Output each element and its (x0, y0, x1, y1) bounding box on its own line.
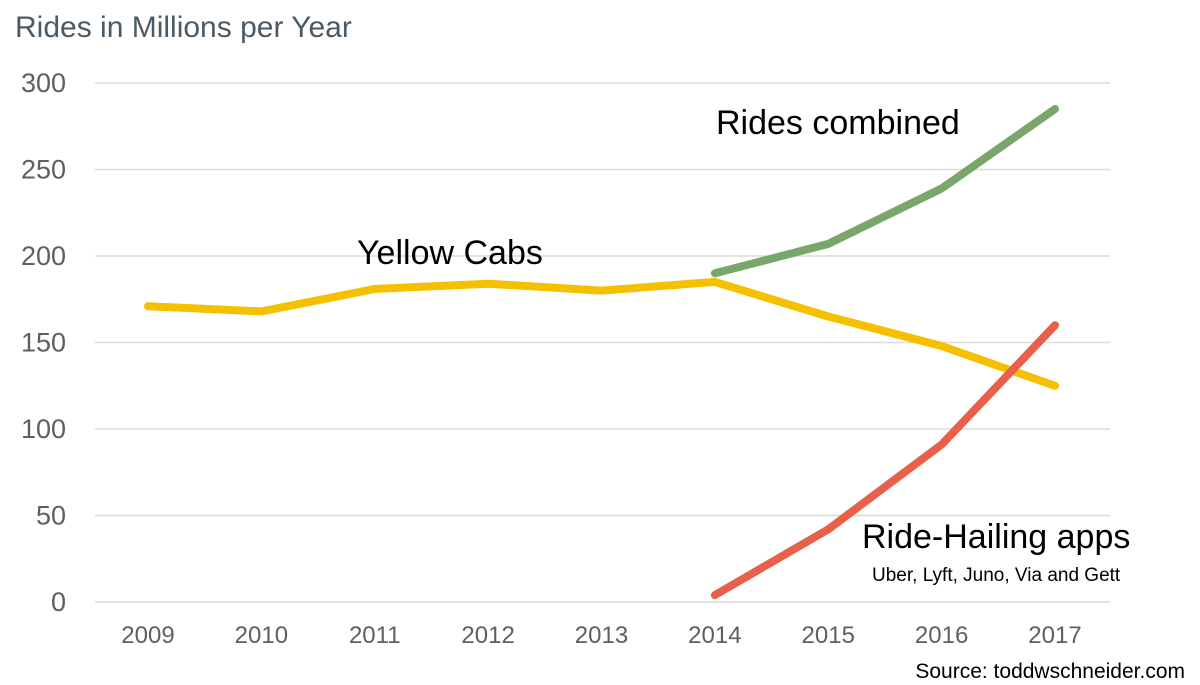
series-line-yellow-cabs (144, 277, 1059, 390)
yellow-cabs-label: Yellow Cabs (357, 234, 543, 272)
y-tick-label: 200 (21, 241, 66, 271)
x-tick-label: 2010 (235, 622, 288, 649)
ride-hailing-sublabel: Uber, Lyft, Juno, Via and Gett (872, 565, 1121, 586)
series-line-ride-hailing-apps (710, 321, 1059, 600)
chart-title: Rides in Millions per Year (15, 11, 352, 44)
series-line-rides-combined (710, 105, 1059, 278)
y-tick-label: 300 (21, 68, 66, 98)
y-tick-label: 50 (36, 501, 66, 531)
rides-combined-label: Rides combined (716, 104, 960, 142)
y-tick-label: 100 (21, 414, 66, 444)
x-tick-label: 2012 (461, 622, 514, 649)
x-tick-label: 2011 (349, 622, 401, 649)
y-tick-label: 0 (51, 587, 66, 617)
x-axis-ticks: 2009 2010 2011 2012 2013 2014 2015 2016 2017 (121, 622, 1081, 649)
x-tick-label: 2017 (1028, 622, 1081, 649)
x-tick-label: 2016 (915, 622, 968, 649)
x-tick-label: 2015 (802, 622, 855, 649)
series-lines (144, 105, 1059, 600)
y-tick-label: 150 (21, 328, 66, 358)
x-tick-label: 2013 (575, 622, 628, 649)
y-tick-label: 250 (21, 155, 66, 185)
gridlines (95, 82, 1110, 603)
source-note: Source: toddwschneider.com (915, 660, 1185, 683)
ride-hailing-label: Ride-Hailing apps (862, 518, 1130, 556)
y-axis-ticks: 0 50 100 150 200 250 300 (21, 68, 66, 617)
x-tick-label: 2009 (121, 622, 174, 649)
x-tick-label: 2014 (688, 622, 741, 649)
